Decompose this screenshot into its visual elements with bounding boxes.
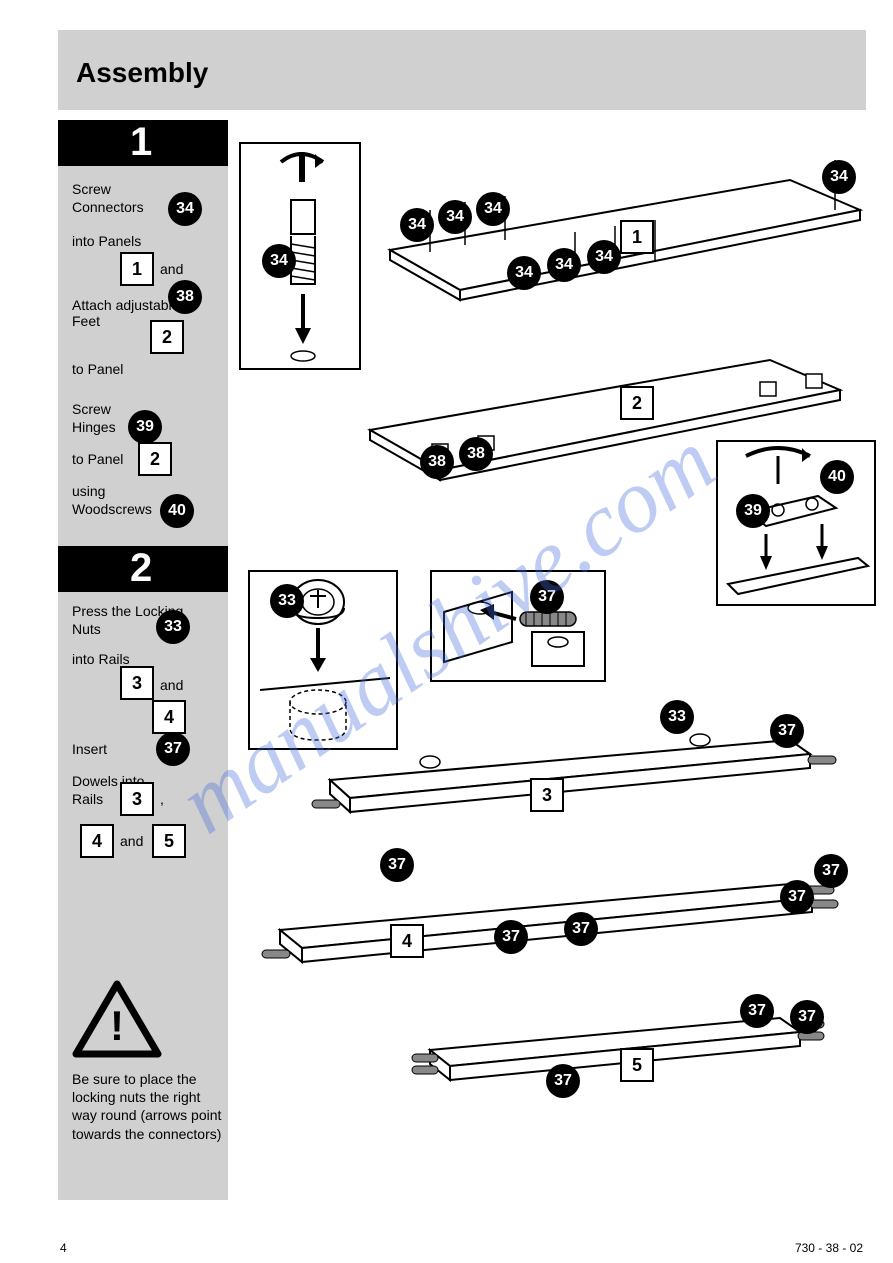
page-root: Assembly 1 Screw Connectors 34 into Pane…: [0, 0, 893, 1263]
rail-4-label: 4: [390, 924, 424, 958]
p1-34b: 34: [438, 200, 472, 234]
panel-1-ref: 1: [120, 252, 154, 286]
s1-l11: using: [72, 482, 105, 500]
callout-40-side: 40: [160, 494, 194, 528]
s2-l5: Insert: [72, 740, 107, 758]
s1-l2: Connectors: [72, 198, 144, 216]
r5-37a: 37: [546, 1064, 580, 1098]
svg-text:!: !: [110, 1002, 124, 1049]
panel-2-ref: 2: [150, 320, 184, 354]
s2-33: 33: [156, 610, 190, 644]
inset-40: 40: [820, 460, 854, 494]
r4-37d: 37: [814, 854, 848, 888]
header-title: Assembly: [76, 55, 208, 91]
p2-38a: 38: [420, 445, 454, 479]
callout-39-side: 39: [128, 410, 162, 444]
step1-number: 1: [130, 120, 152, 165]
s1-l12: Woodscrews: [72, 500, 152, 518]
inset-dowel: [430, 570, 606, 682]
s2-l7: Rails: [72, 790, 103, 808]
r4-37b: 37: [564, 912, 598, 946]
panel-2-label: 2: [620, 386, 654, 420]
r4-37c: 37: [780, 880, 814, 914]
step2-number: 2: [130, 546, 152, 591]
panel-2-ref-b: 2: [138, 442, 172, 476]
r5-37b: 37: [740, 994, 774, 1028]
sheet-ref: 730 - 38 - 02: [795, 1241, 863, 1255]
page-number: 4: [60, 1241, 67, 1255]
s2-l4: and: [160, 676, 183, 694]
p1-34a: 34: [400, 208, 434, 242]
rail-3-label: 3: [530, 778, 564, 812]
s1-l8: Screw: [72, 400, 111, 418]
p1-34e: 34: [547, 248, 581, 282]
p2-38b: 38: [459, 437, 493, 471]
rail-3-ref: 3: [120, 666, 154, 700]
warning-icon: !: [72, 980, 162, 1060]
callout-38-side: 38: [168, 280, 202, 314]
inset-connector: [239, 142, 361, 370]
rail3-svg: [300, 720, 840, 830]
rail4-svg: [260, 870, 840, 980]
r3-37a: 37: [770, 714, 804, 748]
s1-l7: to Panel: [72, 360, 123, 378]
inset-37: 37: [530, 580, 564, 614]
r5-37c: 37: [790, 1000, 824, 1034]
rail-5-ref: 5: [152, 824, 186, 858]
p1-34g: 34: [822, 160, 856, 194]
p1-34c: 34: [476, 192, 510, 226]
warn-text: Be sure to place the locking nuts the ri…: [72, 1070, 222, 1143]
s1-l4: and: [160, 260, 183, 278]
s1-l10: to Panel: [72, 450, 123, 468]
callout-34-side: 34: [168, 192, 202, 226]
r4-37a: 37: [494, 920, 528, 954]
s1-l1: Screw: [72, 180, 111, 198]
s1-l6: Feet: [72, 312, 100, 330]
inset-33: 33: [270, 584, 304, 618]
s1-l3: into Panels: [72, 232, 141, 250]
connector-svg: [241, 144, 363, 372]
rail-4-ref: 4: [152, 700, 186, 734]
s2-37: 37: [156, 732, 190, 766]
rail-5-label: 5: [620, 1048, 654, 1082]
r3-33a: 33: [660, 700, 694, 734]
inset-39: 39: [736, 494, 770, 528]
s2-l2: Nuts: [72, 620, 101, 638]
p1-34f: 34: [587, 240, 621, 274]
rail-3-ref-b: 3: [120, 782, 154, 816]
rail-4-ref-b: 4: [80, 824, 114, 858]
s2-l9: and: [120, 832, 143, 850]
s2-l8: ,: [160, 790, 164, 808]
inset-connector-34: 34: [262, 244, 296, 278]
panel-1-label: 1: [620, 220, 654, 254]
p1-34d: 34: [507, 256, 541, 290]
s1-l9: Hinges: [72, 418, 116, 436]
